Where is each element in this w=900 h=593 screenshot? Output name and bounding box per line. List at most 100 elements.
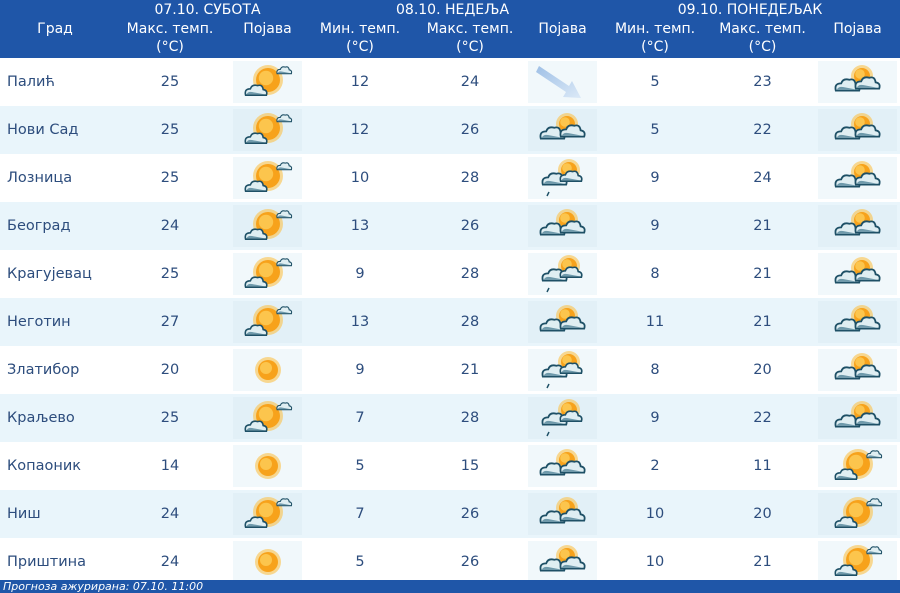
temperature-d2max: 28 xyxy=(460,266,480,282)
temperature-d3min: 9 xyxy=(650,170,660,186)
weather-cell xyxy=(230,538,305,586)
weather-cell xyxy=(815,490,900,538)
weather-cell xyxy=(230,154,305,202)
city-name: Златибор xyxy=(7,362,80,378)
temperature-d3min: 8 xyxy=(650,266,660,282)
sun-cloud-icon xyxy=(233,253,303,295)
cloud-sun-icon xyxy=(528,493,598,535)
header-col: Макс. темп. (°C) xyxy=(710,20,816,58)
temperature-d3max: 21 xyxy=(710,298,816,346)
header-col-unit: (°C) xyxy=(456,39,484,55)
temperature-d1max: 25 xyxy=(160,74,180,90)
header-col: Мин. темп. (°C) xyxy=(305,20,416,58)
header-col-label: Појава xyxy=(538,21,587,37)
temperature-d2max: 24 xyxy=(460,74,480,90)
cloud-sun-icon xyxy=(818,109,898,151)
weather-cell xyxy=(815,298,900,346)
weather-cell xyxy=(230,58,305,106)
weather-cell xyxy=(815,58,900,106)
temperature-d1max: 25 xyxy=(110,394,230,442)
city-name: Приштина xyxy=(7,554,87,570)
header-col-label: Макс. темп. xyxy=(126,21,214,37)
sun-cloud-icon xyxy=(233,397,303,439)
temperature-d3max: 20 xyxy=(753,362,772,378)
header-col-label: Макс. темп. xyxy=(426,21,514,37)
header-col: Појава xyxy=(815,20,900,58)
header-col: Појава xyxy=(230,20,306,58)
temperature-d1max: 24 xyxy=(110,490,230,538)
temperature-d3max: 21 xyxy=(753,266,772,282)
table-row: Палић 25 12 24 5 23 xyxy=(0,58,900,106)
temperature-d3min: 9 xyxy=(600,202,711,250)
temperature-d3min: 5 xyxy=(600,106,711,154)
header-col: Макс. темп. (°C) xyxy=(110,20,230,58)
weather-cell xyxy=(230,346,305,394)
temperature-d1max: 25 xyxy=(110,106,230,154)
temperature-d2max: 28 xyxy=(415,394,526,442)
temperature-d3max: 24 xyxy=(753,170,772,186)
temperature-d2max: 26 xyxy=(415,106,526,154)
temperature-d2min: 7 xyxy=(305,394,416,442)
temperature-d2max: 21 xyxy=(460,362,480,378)
city-name: Крагујевац xyxy=(7,266,92,282)
table-row: Копаоник 14 5 15 2 11 xyxy=(0,442,900,490)
sun-cloud-icon xyxy=(818,541,898,583)
temperature-d3min: 10 xyxy=(645,554,665,570)
forecast-updated-footer: Прогноза ажурирана: 07.10. 11:00 xyxy=(0,580,900,593)
weather-cell xyxy=(815,394,900,442)
temperature-d1max: 25 xyxy=(160,170,180,186)
weather-cell xyxy=(230,490,306,538)
temperature-d1max: 24 xyxy=(110,202,230,250)
temperature-d2min: 10 xyxy=(350,170,370,186)
temperature-d3max: 21 xyxy=(710,202,816,250)
city-name: Краљево xyxy=(0,394,110,442)
table-row: Златибор 20 9 21 8 20 xyxy=(0,346,900,394)
temperature-d3min: 5 xyxy=(650,74,660,90)
weather-cell xyxy=(815,154,900,202)
sun-cloud-icon xyxy=(233,205,303,247)
city-name: Неготин xyxy=(0,298,110,346)
city-name: Копаоник xyxy=(7,458,82,474)
sun-cloud-icon xyxy=(233,157,303,199)
cloud-sun-icon xyxy=(528,205,598,247)
header-col: Макс. темп. (°C) xyxy=(415,20,526,58)
temperature-d2max: 26 xyxy=(415,490,526,538)
weather-cell xyxy=(230,202,306,250)
sun-cloud-icon xyxy=(233,301,303,343)
sun-icon xyxy=(233,349,303,391)
header-city: Град xyxy=(0,20,110,58)
table-row: Београд 24 13 26 9 21 xyxy=(0,202,900,250)
weather-cell xyxy=(525,250,600,298)
table-row: Нови Сад 25 12 26 5 22 xyxy=(0,106,900,154)
temperature-d2max: 26 xyxy=(460,554,480,570)
header-col-unit: (°C) xyxy=(346,39,374,55)
temperature-d1max: 27 xyxy=(110,298,230,346)
sun-cloud-icon xyxy=(233,109,303,151)
temperature-d2min: 9 xyxy=(355,266,365,282)
city-name: Лозница xyxy=(7,170,73,186)
cloud-sun-icon xyxy=(818,253,898,295)
cloud-sun-icon xyxy=(818,301,898,343)
table-row: Неготин 27 13 28 11 21 xyxy=(0,298,900,346)
table-row: Крагујевац 25 9 28 8 21 xyxy=(0,250,900,298)
temperature-d1max: 24 xyxy=(160,554,180,570)
table-row: Приштина 24 5 26 10 21 xyxy=(0,538,900,586)
temperature-d2min: 7 xyxy=(305,490,416,538)
cloud-sun-icon xyxy=(528,541,598,583)
temperature-d2max: 15 xyxy=(460,458,480,474)
header-col-label: Појава xyxy=(243,21,292,37)
header-col-unit: (°C) xyxy=(156,39,184,55)
cloud-sun-icon xyxy=(818,349,898,391)
header-col: Појава xyxy=(525,20,601,58)
sun-cloud-icon xyxy=(233,493,303,535)
header-col-label: Мин. темп. xyxy=(319,21,401,37)
weather-cell xyxy=(525,442,600,490)
cloud-sun-icon xyxy=(528,301,598,343)
city-name: Нови Сад xyxy=(0,106,110,154)
table-row: Ниш 24 7 26 10 20 xyxy=(0,490,900,538)
weather-cell xyxy=(230,442,305,490)
temperature-d3max: 23 xyxy=(753,74,772,90)
sun-cloud-icon xyxy=(818,445,898,487)
temperature-d2min: 12 xyxy=(350,74,370,90)
